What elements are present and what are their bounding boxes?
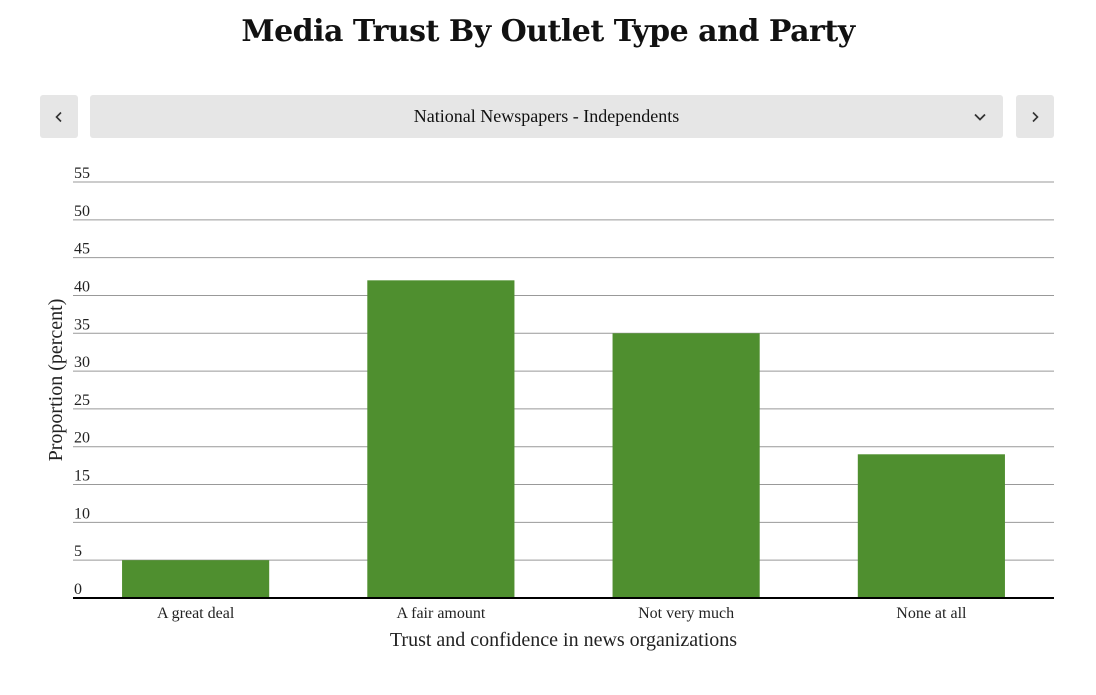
chevron-right-icon [1032, 111, 1039, 122]
x-axis-label: Trust and confidence in news organizatio… [390, 629, 737, 651]
x-tick-label: A great deal [157, 605, 235, 622]
y-tick-label: 0 [74, 581, 82, 598]
chevron-down-icon [974, 113, 986, 121]
gridlines [73, 181, 1054, 561]
chart-selector-dropdown[interactable]: National Newspapers - Independents [90, 95, 1003, 138]
bars [122, 280, 1005, 598]
chevron-left-icon [55, 111, 62, 122]
y-tick-label: 40 [74, 278, 90, 295]
next-button[interactable] [1016, 95, 1054, 138]
y-tick-label: 25 [74, 392, 90, 409]
bar [612, 333, 760, 598]
chart-selector-value: National Newspapers - Independents [413, 106, 680, 126]
y-tick-label: 5 [74, 543, 82, 560]
bar [122, 560, 270, 598]
y-tick-label: 30 [74, 354, 90, 371]
y-axis-ticks: 0 5 10 15 20 25 30 35 40 45 50 55 [74, 165, 90, 598]
y-tick-label: 45 [74, 241, 90, 258]
x-axis-ticks: A great deal A fair amount Not very much No… [157, 605, 967, 622]
y-axis-label: Proportion (percent) [45, 299, 67, 462]
bar-chart: 0 5 10 15 20 25 30 35 40 45 50 55 A great deal A fai… [45, 165, 1054, 651]
x-tick-label: None at all [896, 605, 967, 622]
x-tick-label: Not very much [638, 605, 734, 622]
y-tick-label: 55 [74, 165, 90, 182]
x-tick-label: A fair amount [396, 605, 485, 622]
y-tick-label: 35 [74, 316, 90, 333]
y-tick-label: 50 [74, 203, 90, 220]
y-tick-label: 10 [74, 505, 90, 522]
previous-button[interactable] [40, 95, 78, 138]
bar [367, 280, 515, 598]
y-tick-label: 20 [74, 430, 90, 447]
bar [857, 454, 1005, 598]
y-tick-label: 15 [74, 468, 90, 485]
chart-title: Media Trust By Outlet Type and Party [241, 14, 855, 49]
